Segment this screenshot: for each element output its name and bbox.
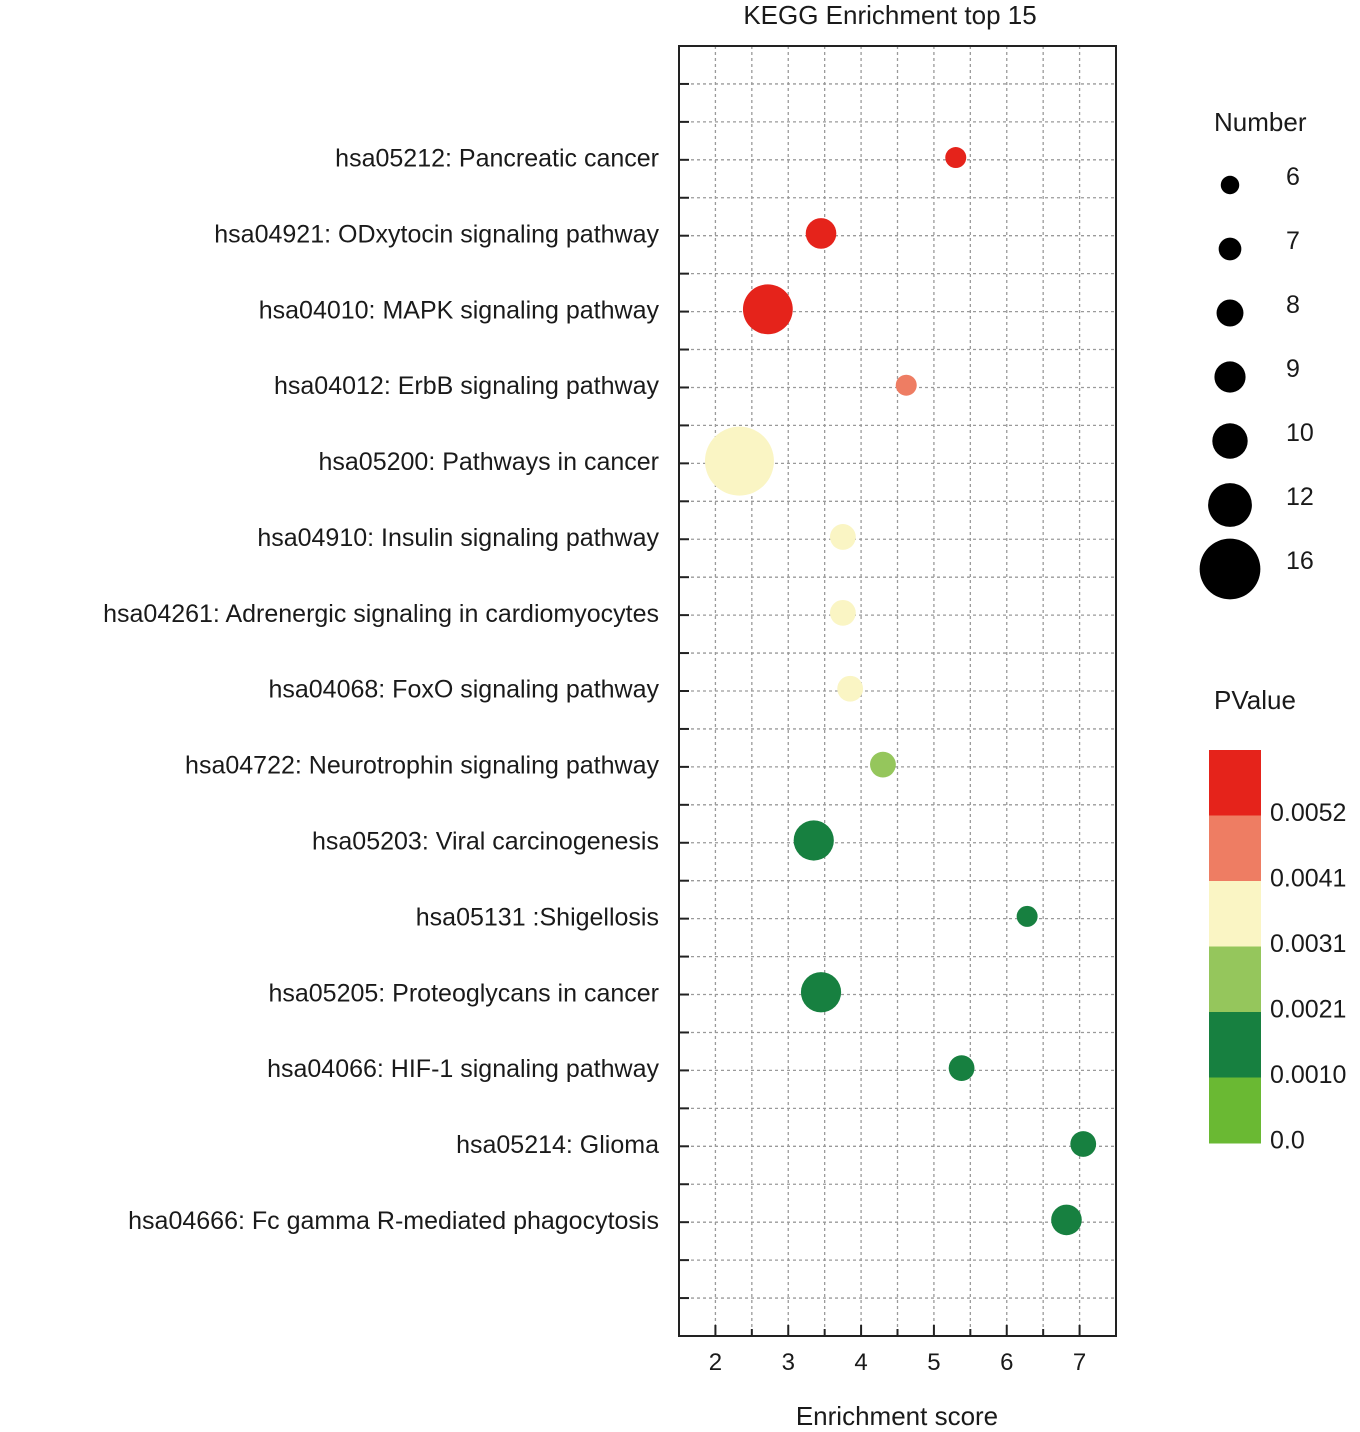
size-legend-label: 6 <box>1286 163 1300 191</box>
bubble-point <box>793 820 834 861</box>
size-legend-title: Number <box>1214 107 1307 137</box>
bubble-point <box>1070 1131 1097 1157</box>
size-legend-dot <box>1199 538 1261 600</box>
x-axis-label: Enrichment score <box>796 1401 998 1431</box>
color-legend-band <box>1209 815 1261 882</box>
color-legend-label: 0.0052 <box>1270 799 1346 827</box>
size-legend-dot <box>1212 423 1248 459</box>
y-tick-label: hsa05212: Pancreatic cancer <box>335 145 659 173</box>
size-legend: Number 6 7 8 9 10 12 16 <box>1199 107 1314 600</box>
color-legend: PValue 0.0052 0.0041 0.0031 0.0021 0.0010 0.0 <box>1209 685 1346 1155</box>
chart-title: KEGG Enrichment top 15 <box>743 0 1036 30</box>
color-legend-band <box>1209 946 1261 1013</box>
plot-grid <box>679 46 1116 1336</box>
size-legend-dot <box>1216 299 1244 327</box>
size-legend-label: 16 <box>1286 547 1314 575</box>
bubble-point <box>1051 1204 1082 1236</box>
y-axis-labels: hsa05212: Pancreatic cancer hsa04921: ODx… <box>103 145 659 1235</box>
y-tick-label: hsa04012: ErbB signaling pathway <box>274 372 659 400</box>
bubble-point <box>895 374 917 396</box>
x-tick-label: 4 <box>854 1349 867 1376</box>
color-legend-title: PValue <box>1214 685 1296 715</box>
size-legend-label: 7 <box>1286 227 1300 255</box>
y-tick-label: hsa04261: Adrenergic signaling in cardio… <box>103 600 659 628</box>
y-tick-label: hsa04666: Fc gamma R-mediated phagocytos… <box>128 1207 659 1235</box>
color-legend-band <box>1209 881 1261 947</box>
size-legend-dot <box>1208 483 1252 527</box>
size-legend-dot <box>1214 361 1246 393</box>
bubble-point <box>948 1055 975 1082</box>
size-legend-label: 8 <box>1286 291 1300 319</box>
y-tick-label: hsa04910: Insulin signaling pathway <box>257 524 659 552</box>
y-tick-label: hsa04066: HIF-1 signaling pathway <box>267 1055 659 1083</box>
y-tick-label: hsa04921: ODxytocin signaling pathway <box>214 220 659 248</box>
color-legend-band <box>1209 750 1261 816</box>
bubble-point <box>945 147 967 169</box>
x-tick-label: 5 <box>927 1349 940 1376</box>
x-tick-label: 3 <box>782 1349 795 1376</box>
bubble-point <box>1016 905 1038 927</box>
size-legend-dot <box>1218 237 1242 261</box>
y-tick-label: hsa05131 :Shigellosis <box>416 903 659 931</box>
y-tick-label: hsa04010: MAPK signaling pathway <box>259 296 660 324</box>
bubble-series <box>704 147 1097 1236</box>
bubble-point <box>800 972 842 1013</box>
y-tick-label: hsa04722: Neurotrophin signaling pathway <box>185 752 659 780</box>
size-legend-label: 10 <box>1286 419 1314 447</box>
color-legend-label: 0.0031 <box>1270 930 1346 958</box>
y-axis-ticks <box>679 82 689 1300</box>
x-tick-label: 6 <box>1000 1349 1013 1376</box>
color-legend-label: 0.0041 <box>1270 865 1346 893</box>
bubble-point <box>829 599 856 626</box>
color-legend-band <box>1209 1012 1261 1078</box>
color-legend-band <box>1209 1077 1261 1144</box>
bubble-point <box>805 218 837 249</box>
size-legend-label: 12 <box>1286 483 1314 511</box>
bubble-point <box>704 426 774 496</box>
bubble-point <box>837 675 864 702</box>
y-tick-label: hsa05203: Viral carcinogenesis <box>312 827 659 855</box>
y-tick-label: hsa05214: Glioma <box>456 1131 659 1159</box>
color-legend-label: 0.0021 <box>1270 996 1346 1024</box>
x-tick-label: 2 <box>709 1349 722 1376</box>
y-tick-label: hsa05205: Proteoglycans in cancer <box>268 979 659 1007</box>
color-legend-label: 0.0010 <box>1270 1061 1346 1089</box>
bubble-point <box>829 524 856 550</box>
x-tick-label: 7 <box>1073 1349 1086 1376</box>
y-tick-label: hsa04068: FoxO signaling pathway <box>268 676 659 704</box>
size-legend-label: 9 <box>1286 355 1300 383</box>
color-legend-label: 0.0 <box>1270 1127 1305 1155</box>
y-tick-label: hsa05200: Pathways in cancer <box>319 448 660 476</box>
x-axis-ticks: 2 3 4 5 6 7 <box>678 1325 1117 1376</box>
bubble-point <box>870 751 896 778</box>
bubble-point <box>742 284 793 335</box>
size-legend-dot <box>1220 175 1240 195</box>
